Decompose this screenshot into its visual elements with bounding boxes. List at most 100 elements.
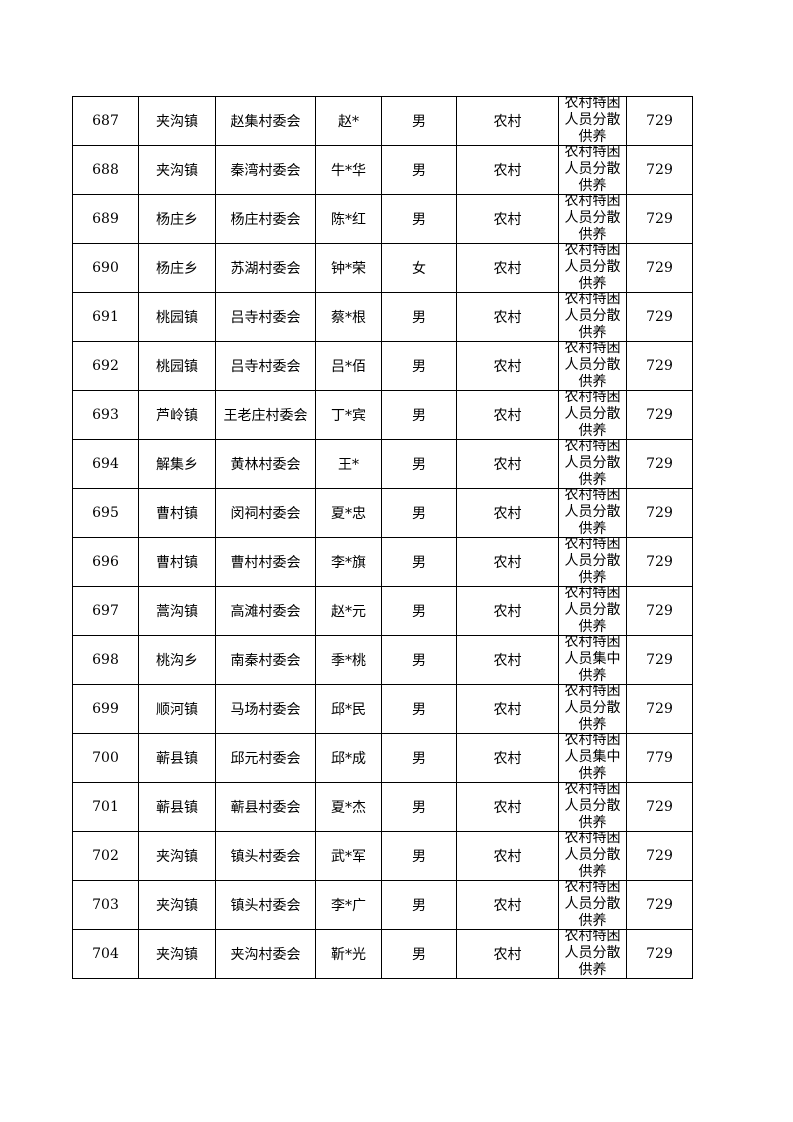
table-cell: 农村 bbox=[456, 831, 559, 881]
cell-text: 农村特困人员分散供养 bbox=[564, 880, 621, 928]
table-cell: 700 bbox=[72, 733, 139, 783]
table-cell: 农村 bbox=[456, 145, 559, 195]
table-cell: 农村特困人员分散供养 bbox=[558, 880, 627, 930]
cell-text: 农村特困人员分散供养 bbox=[564, 684, 621, 732]
table-cell: 729 bbox=[626, 782, 693, 832]
table-cell: 桃沟乡 bbox=[138, 635, 216, 685]
table-cell: 690 bbox=[72, 243, 139, 293]
table-row: 688 夹沟镇 秦湾村委会 牛*华男农村 农村特困人员分散供养 729 bbox=[72, 145, 693, 195]
table-cell: 顺河镇 bbox=[138, 684, 216, 734]
cell-text: 农村特困人员分散供养 bbox=[564, 537, 621, 585]
table-cell: 邱*民 bbox=[315, 684, 382, 734]
table-cell: 杨庄乡 bbox=[138, 194, 216, 244]
cell-text: 农村特困人员分散供养 bbox=[564, 782, 621, 830]
table-cell: 农村特困人员分散供养 bbox=[558, 439, 627, 489]
table-row: 697 蒿沟镇 高滩村委会 赵*元男农村 农村特困人员分散供养 729 bbox=[72, 586, 693, 636]
cell-text: 农村特困人员分散供养 bbox=[564, 145, 621, 193]
table-row: 693 芦岭镇 王老庄村委会 丁*宾男农村 农村特困人员分散供养 729 bbox=[72, 390, 693, 440]
table-cell: 农村 bbox=[456, 733, 559, 783]
table-cell: 解集乡 bbox=[138, 439, 216, 489]
table-cell: 男 bbox=[381, 586, 457, 636]
table-cell: 夏*忠 bbox=[315, 488, 382, 538]
table-cell: 镇头村委会 bbox=[215, 831, 316, 881]
table-cell: 男 bbox=[381, 341, 457, 391]
cell-text: 农村特困人员分散供养 bbox=[564, 831, 621, 879]
table-cell: 男 bbox=[381, 488, 457, 538]
cell-text: 农村特困人员分散供养 bbox=[564, 586, 621, 634]
table-cell: 男 bbox=[381, 194, 457, 244]
table-cell: 701 bbox=[72, 782, 139, 832]
table-cell: 农村 bbox=[456, 292, 559, 342]
table-cell: 桃园镇 bbox=[138, 292, 216, 342]
table-cell: 男 bbox=[381, 96, 457, 146]
table-cell: 729 bbox=[626, 243, 693, 293]
cell-text: 农村特困人员集中供养 bbox=[564, 635, 621, 683]
table-cell: 农村 bbox=[456, 341, 559, 391]
table-cell: 曹村镇 bbox=[138, 488, 216, 538]
table-row: 692 桃园镇 吕寺村委会 吕*佰男农村 农村特困人员分散供养 729 bbox=[72, 341, 693, 391]
table-cell: 农村 bbox=[456, 488, 559, 538]
table-cell: 男 bbox=[381, 831, 457, 881]
table-cell: 蔡*根 bbox=[315, 292, 382, 342]
table-cell: 靳*光 bbox=[315, 929, 382, 979]
table-cell: 729 bbox=[626, 439, 693, 489]
table-cell: 692 bbox=[72, 341, 139, 391]
table-cell: 南秦村委会 bbox=[215, 635, 316, 685]
table-cell: 王老庄村委会 bbox=[215, 390, 316, 440]
table-cell: 男 bbox=[381, 145, 457, 195]
table-cell: 男 bbox=[381, 733, 457, 783]
table-cell: 农村特困人员分散供养 bbox=[558, 292, 627, 342]
table-cell: 农村特困人员分散供养 bbox=[558, 537, 627, 587]
table-cell: 农村 bbox=[456, 439, 559, 489]
table-cell: 钟*荣 bbox=[315, 243, 382, 293]
table-cell: 农村特困人员分散供养 bbox=[558, 390, 627, 440]
table-cell: 729 bbox=[626, 537, 693, 587]
table-row: 689 杨庄乡 杨庄村委会 陈*红男农村 农村特困人员分散供养 729 bbox=[72, 194, 693, 244]
table-cell: 王* bbox=[315, 439, 382, 489]
table-cell: 赵* bbox=[315, 96, 382, 146]
table-cell: 703 bbox=[72, 880, 139, 930]
table-cell: 697 bbox=[72, 586, 139, 636]
table-cell: 农村特困人员分散供养 bbox=[558, 929, 627, 979]
table-cell: 男 bbox=[381, 537, 457, 587]
cell-text: 农村特困人员分散供养 bbox=[564, 243, 621, 291]
cell-text: 农村特困人员分散供养 bbox=[564, 341, 621, 389]
table-cell: 699 bbox=[72, 684, 139, 734]
table-row: 699 顺河镇 马场村委会 邱*民男农村 农村特困人员分散供养 729 bbox=[72, 684, 693, 734]
table-cell: 698 bbox=[72, 635, 139, 685]
table-cell: 729 bbox=[626, 635, 693, 685]
table-cell: 赵*元 bbox=[315, 586, 382, 636]
table-cell: 曹村村委会 bbox=[215, 537, 316, 587]
table-cell: 729 bbox=[626, 929, 693, 979]
table-cell: 694 bbox=[72, 439, 139, 489]
table-cell: 729 bbox=[626, 831, 693, 881]
table-cell: 赵集村委会 bbox=[215, 96, 316, 146]
cell-text: 农村特困人员集中供养 bbox=[564, 733, 621, 781]
table-row: 704 夹沟镇 夹沟村委会 靳*光男农村 农村特困人员分散供养 729 bbox=[72, 929, 693, 979]
table-cell: 男 bbox=[381, 880, 457, 930]
cell-text: 农村特困人员分散供养 bbox=[564, 292, 621, 340]
table-cell: 农村特困人员分散供养 bbox=[558, 831, 627, 881]
table-cell: 吕*佰 bbox=[315, 341, 382, 391]
table-cell: 武*军 bbox=[315, 831, 382, 881]
table-row: 695 曹村镇 闵祠村委会 夏*忠男农村 农村特困人员分散供养 729 bbox=[72, 488, 693, 538]
table-cell: 男 bbox=[381, 439, 457, 489]
table-cell: 农村 bbox=[456, 635, 559, 685]
table-cell: 男 bbox=[381, 929, 457, 979]
table-cell: 吕寺村委会 bbox=[215, 292, 316, 342]
table-row: 702 夹沟镇 镇头村委会 武*军男农村 农村特困人员分散供养 729 bbox=[72, 831, 693, 881]
table-cell: 农村 bbox=[456, 880, 559, 930]
table-cell: 729 bbox=[626, 390, 693, 440]
cell-text: 农村特困人员分散供养 bbox=[564, 439, 621, 487]
table-cell: 夹沟镇 bbox=[138, 145, 216, 195]
table-cell: 男 bbox=[381, 635, 457, 685]
table-cell: 农村特困人员分散供养 bbox=[558, 194, 627, 244]
table-cell: 镇头村委会 bbox=[215, 880, 316, 930]
table-cell: 农村 bbox=[456, 243, 559, 293]
table-cell: 农村特困人员分散供养 bbox=[558, 341, 627, 391]
table-cell: 农村特困人员分散供养 bbox=[558, 586, 627, 636]
table-cell: 729 bbox=[626, 96, 693, 146]
table-body: 687 夹沟镇 赵集村委会 赵* 男农村 农村特困人员分散供养 729 688 夹沟镇 秦湾村委会… bbox=[72, 96, 693, 979]
table-cell: 李*旗 bbox=[315, 537, 382, 587]
table-cell: 691 bbox=[72, 292, 139, 342]
